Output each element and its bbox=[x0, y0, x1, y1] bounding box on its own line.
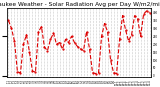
Title: Milwaukee Weather - Solar Radiation Avg per Day W/m2/minute: Milwaukee Weather - Solar Radiation Avg … bbox=[0, 2, 160, 7]
